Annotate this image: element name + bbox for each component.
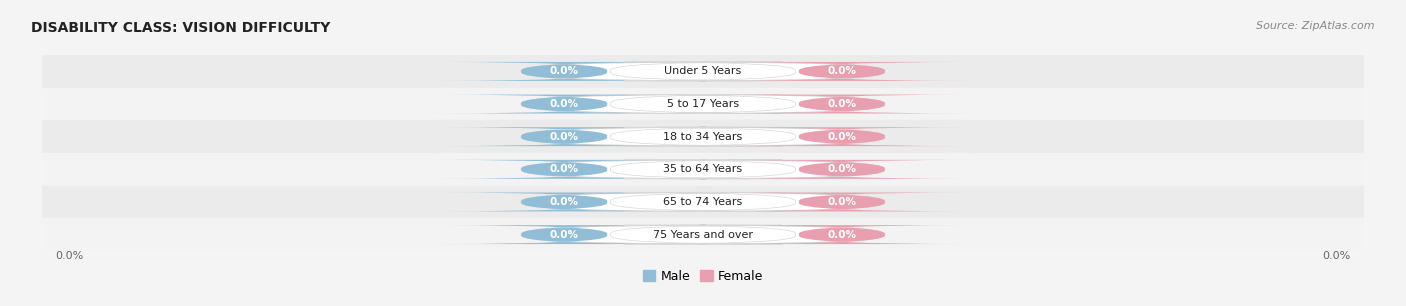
FancyBboxPatch shape xyxy=(610,95,796,114)
Bar xyxy=(42,88,1364,120)
FancyBboxPatch shape xyxy=(522,160,884,179)
Text: 5 to 17 Years: 5 to 17 Years xyxy=(666,99,740,109)
Text: DISABILITY CLASS: VISION DIFFICULTY: DISABILITY CLASS: VISION DIFFICULTY xyxy=(31,21,330,35)
Text: 0.0%: 0.0% xyxy=(827,164,856,174)
Text: 0.0%: 0.0% xyxy=(827,197,856,207)
Text: Source: ZipAtlas.com: Source: ZipAtlas.com xyxy=(1257,21,1375,32)
FancyBboxPatch shape xyxy=(713,160,970,179)
Bar xyxy=(42,218,1364,251)
FancyBboxPatch shape xyxy=(522,192,884,211)
Text: 0.0%: 0.0% xyxy=(550,164,579,174)
FancyBboxPatch shape xyxy=(610,192,796,211)
Text: 65 to 74 Years: 65 to 74 Years xyxy=(664,197,742,207)
Text: 0.0%: 0.0% xyxy=(827,99,856,109)
FancyBboxPatch shape xyxy=(436,160,693,179)
Bar xyxy=(42,120,1364,153)
Bar xyxy=(42,186,1364,218)
FancyBboxPatch shape xyxy=(610,160,796,179)
FancyBboxPatch shape xyxy=(610,127,796,146)
Text: 0.0%: 0.0% xyxy=(550,132,579,142)
Text: 75 Years and over: 75 Years and over xyxy=(652,230,754,240)
FancyBboxPatch shape xyxy=(522,127,884,146)
FancyBboxPatch shape xyxy=(522,225,884,244)
FancyBboxPatch shape xyxy=(436,62,693,81)
Text: 0.0%: 0.0% xyxy=(550,99,579,109)
Text: 0.0%: 0.0% xyxy=(550,66,579,76)
Text: 0.0%: 0.0% xyxy=(55,251,83,261)
FancyBboxPatch shape xyxy=(436,192,693,211)
FancyBboxPatch shape xyxy=(713,192,970,211)
Text: Under 5 Years: Under 5 Years xyxy=(665,66,741,76)
FancyBboxPatch shape xyxy=(713,225,970,244)
FancyBboxPatch shape xyxy=(436,225,693,244)
Text: 0.0%: 0.0% xyxy=(1323,251,1351,261)
FancyBboxPatch shape xyxy=(713,62,970,81)
Text: 0.0%: 0.0% xyxy=(827,132,856,142)
FancyBboxPatch shape xyxy=(713,95,970,114)
FancyBboxPatch shape xyxy=(436,127,693,146)
Bar xyxy=(42,55,1364,88)
FancyBboxPatch shape xyxy=(610,225,796,244)
FancyBboxPatch shape xyxy=(610,62,796,81)
Bar xyxy=(42,153,1364,186)
Legend: Male, Female: Male, Female xyxy=(638,265,768,288)
FancyBboxPatch shape xyxy=(436,95,693,114)
FancyBboxPatch shape xyxy=(522,62,884,81)
FancyBboxPatch shape xyxy=(713,127,970,146)
Text: 0.0%: 0.0% xyxy=(827,66,856,76)
Text: 18 to 34 Years: 18 to 34 Years xyxy=(664,132,742,142)
FancyBboxPatch shape xyxy=(522,95,884,114)
Text: 0.0%: 0.0% xyxy=(827,230,856,240)
Text: 0.0%: 0.0% xyxy=(550,230,579,240)
Text: 35 to 64 Years: 35 to 64 Years xyxy=(664,164,742,174)
Text: 0.0%: 0.0% xyxy=(550,197,579,207)
